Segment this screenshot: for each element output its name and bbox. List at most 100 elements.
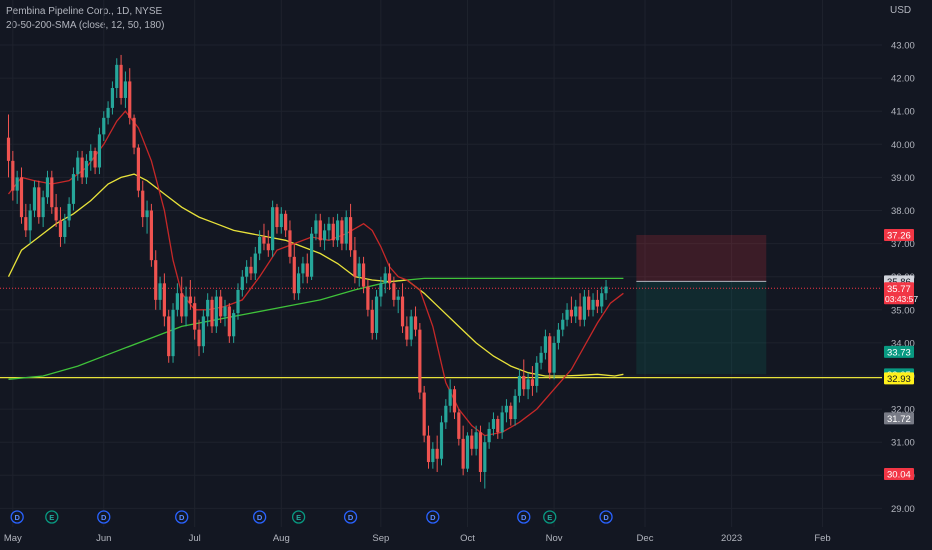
candle-body [236, 289, 240, 314]
candle [167, 309, 171, 363]
dividend-icon[interactable]: D [343, 510, 358, 524]
candle [240, 270, 244, 297]
price-badge: 31.72 [884, 412, 914, 425]
sma-fast-line [7, 110, 624, 437]
candle [54, 193, 58, 228]
candle [110, 81, 115, 115]
candle [15, 170, 19, 204]
event-letter: E [547, 513, 552, 522]
candle-body [509, 405, 513, 420]
candle-body [574, 306, 578, 317]
candle [162, 273, 166, 327]
candle-body [6, 137, 11, 161]
candle-body [457, 412, 461, 439]
candle [58, 207, 63, 247]
candle-body [335, 220, 340, 241]
indicator-title[interactable]: 20-50-200-SMA (close, 12, 50, 180) [6, 20, 165, 31]
candle-body [110, 88, 115, 108]
candle [206, 293, 210, 327]
candle-body [262, 236, 266, 244]
price-badge-value: 31.72 [887, 414, 911, 425]
candle [522, 359, 526, 396]
candle [387, 263, 392, 290]
candle-body [387, 273, 392, 284]
dividend-circle [599, 510, 613, 524]
candle [561, 313, 565, 337]
candle-body [587, 296, 591, 310]
earnings-icon[interactable]: E [543, 510, 557, 524]
candle-body [24, 217, 28, 231]
candle-body [32, 187, 37, 211]
candle [41, 190, 45, 228]
candle-body [422, 392, 426, 436]
dividend-icon[interactable]: D [517, 510, 531, 524]
dividend-icon[interactable]: D [175, 510, 189, 524]
candle-body [214, 296, 218, 327]
candle [548, 332, 552, 380]
candle-body [141, 190, 145, 218]
candle-body [461, 438, 465, 469]
price-tick-label: 37.00 [891, 239, 915, 250]
candle-body [219, 296, 223, 317]
candle [457, 409, 461, 446]
candle [123, 71, 128, 108]
price-badge: 30.04 [884, 467, 914, 480]
candle [418, 323, 422, 400]
candle-body [600, 293, 604, 307]
candle [517, 369, 522, 403]
candle [327, 217, 331, 241]
time-tick-label: Feb [814, 533, 830, 544]
candle-body [132, 117, 136, 148]
symbol-title[interactable]: Pembina Pipeline Corp., 1D, NYSE [6, 6, 163, 17]
candle-body [535, 362, 539, 386]
candle [279, 207, 283, 234]
candle [582, 289, 586, 327]
candle-body [470, 435, 474, 449]
candle [439, 415, 444, 466]
candle-body [496, 419, 500, 433]
candle [392, 276, 396, 307]
candle-body [11, 160, 15, 191]
candle-body [197, 329, 201, 347]
time-tick-label: Sep [372, 533, 389, 544]
candle-body [314, 220, 318, 234]
candle [180, 276, 184, 324]
candle-body [279, 213, 283, 228]
dividend-icon[interactable]: D [599, 510, 613, 524]
candle [188, 280, 192, 310]
candle-body [167, 316, 171, 357]
candle [322, 223, 327, 251]
dividend-circle [252, 510, 267, 524]
dividend-icon[interactable]: D [97, 510, 111, 524]
price-tick-label: 29.00 [891, 504, 915, 515]
candle-body [418, 329, 422, 393]
candle-body [240, 276, 244, 290]
dividend-circle [175, 510, 189, 524]
earnings-icon[interactable]: E [45, 510, 59, 524]
earnings-circle [543, 510, 557, 524]
event-letter: D [603, 513, 609, 522]
candle [136, 144, 140, 198]
candle-body [184, 296, 188, 317]
candle [335, 213, 340, 247]
dividend-icon[interactable]: D [252, 510, 267, 524]
candle-body [123, 81, 128, 98]
candle [67, 197, 71, 228]
time-axis: May Jun Jul Aug Sep Oct Nov Dec 2023 Feb [4, 533, 831, 544]
earnings-icon[interactable]: E [291, 510, 306, 524]
dividend-icon[interactable]: D [426, 510, 440, 524]
candle [89, 144, 93, 171]
dividend-icon[interactable]: D [10, 510, 24, 524]
candle-body [318, 220, 322, 241]
candle-body [97, 134, 102, 168]
price-badge-bg [884, 282, 914, 305]
candle-body [128, 81, 132, 118]
candle [340, 217, 344, 251]
event-letter: D [521, 513, 527, 522]
candle [374, 289, 379, 340]
price-badge-bg [884, 345, 914, 358]
event-letter: E [296, 513, 301, 522]
candle [275, 203, 279, 234]
currency-label[interactable]: USD [890, 5, 912, 16]
